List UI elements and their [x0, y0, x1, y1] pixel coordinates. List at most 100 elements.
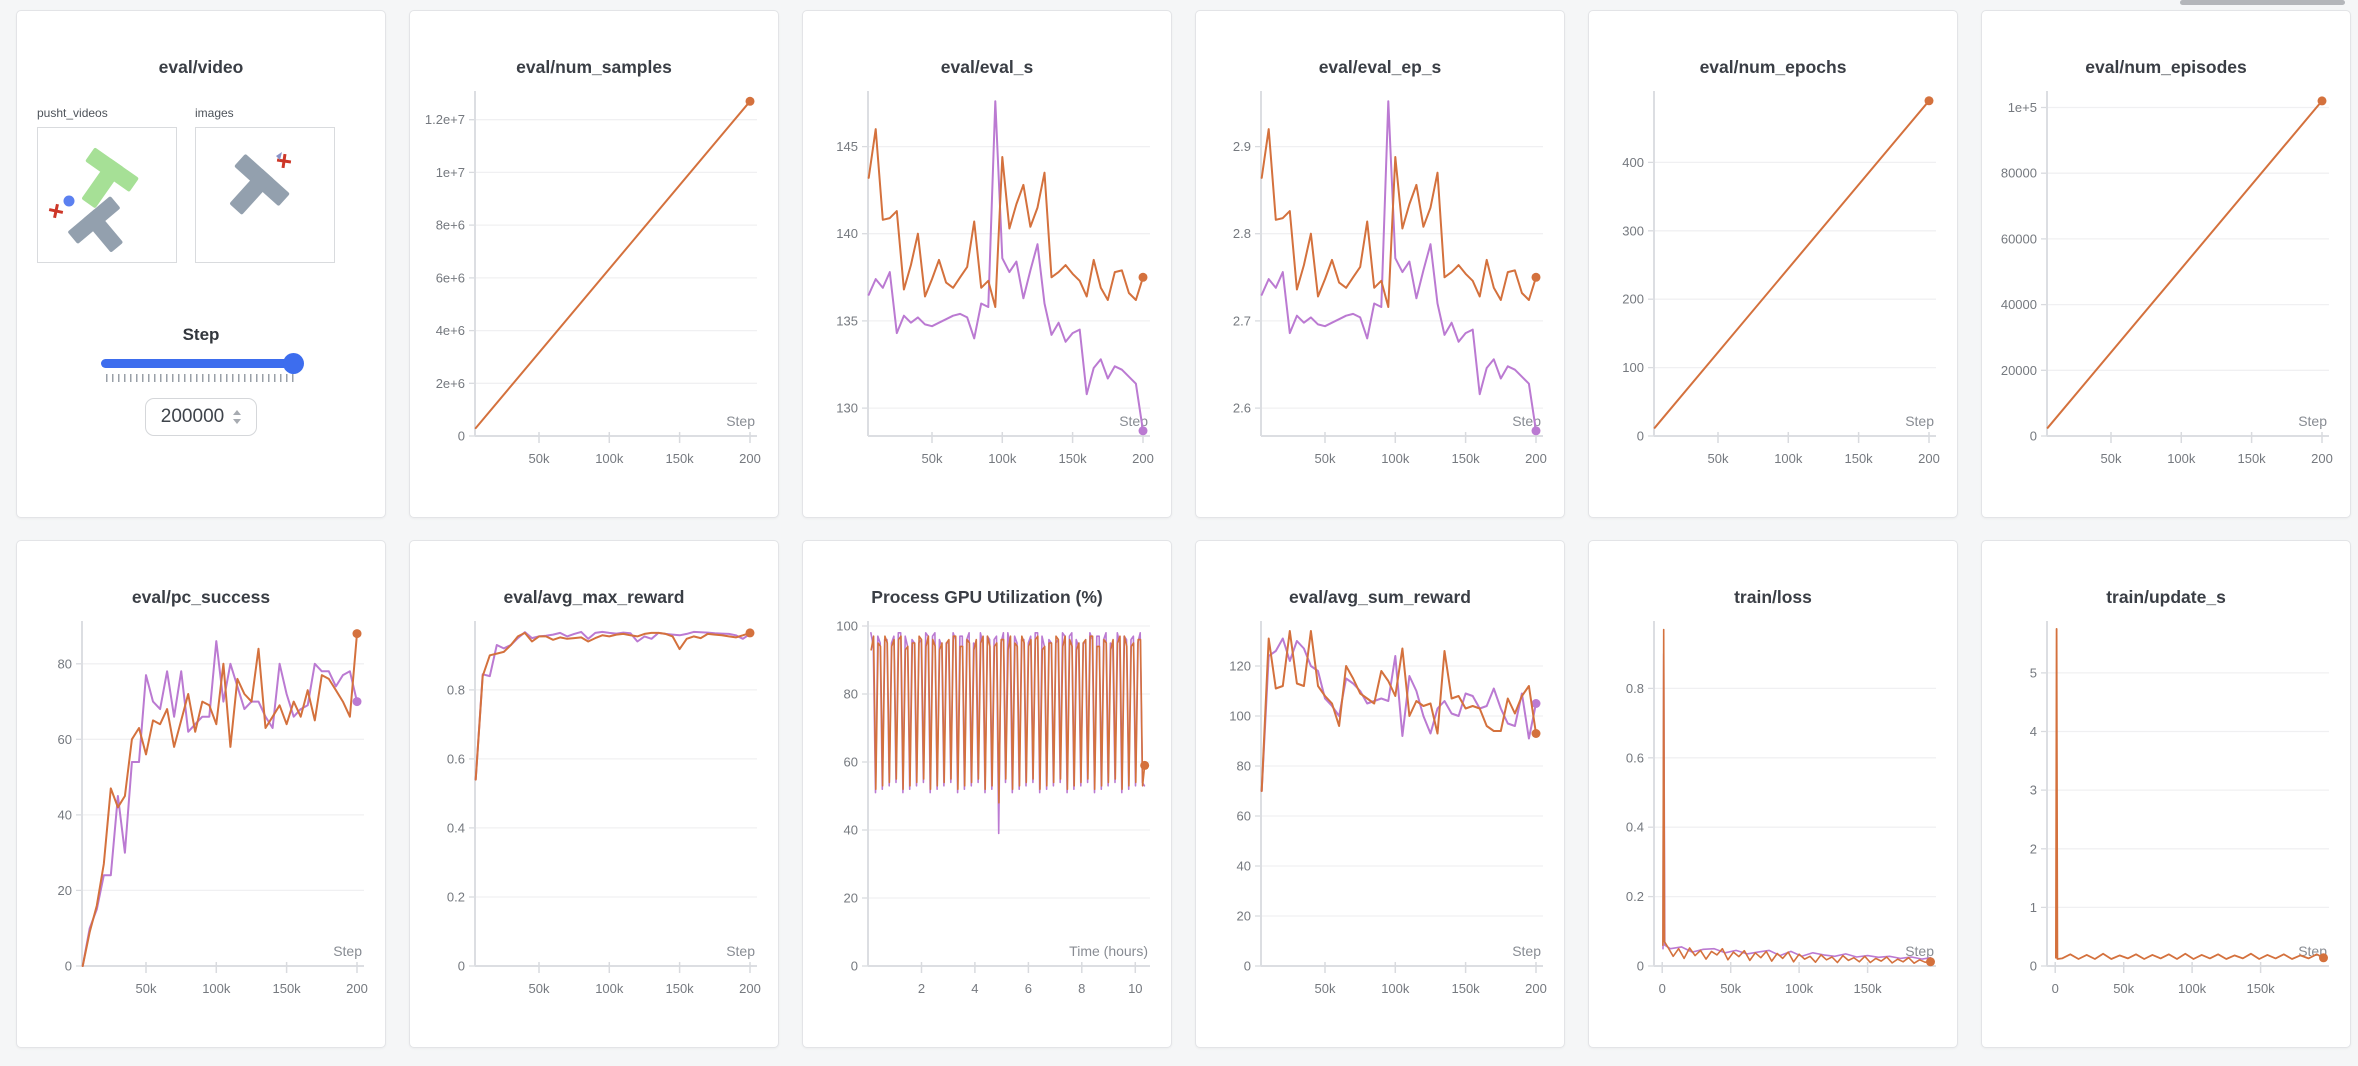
- chart-eval-pc-success[interactable]: 0 20 40 60 80 50k 100k 150k 200 Step: [17, 616, 385, 1016]
- svg-text:150k: 150k: [665, 451, 694, 466]
- svg-text:0: 0: [458, 429, 465, 444]
- video-thumbnail-pusht[interactable]: [37, 127, 177, 263]
- step-increment-icon[interactable]: [233, 410, 242, 415]
- chart-eval-num-samples[interactable]: 0 2e+6 4e+6 6e+6 8e+6 1e+7 1.2e+7 50k 100k 150k 20…: [410, 86, 778, 486]
- svg-text:100: 100: [1622, 360, 1644, 375]
- svg-text:80: 80: [1237, 759, 1251, 774]
- chart-title: Process GPU Utilization (%): [871, 587, 1103, 607]
- panel-eval-num-samples: eval/num_samples 0 2e+6 4e+6 6e+6 8e+6 1e+7 1.…: [409, 10, 779, 518]
- svg-text:20: 20: [844, 891, 858, 906]
- svg-text:2.6: 2.6: [1233, 401, 1251, 416]
- panel-eval-avg-max-reward: eval/avg_max_reward 0 0.2 0.4 0.6 0.8 50k 100k…: [409, 540, 779, 1048]
- svg-text:50k: 50k: [136, 981, 157, 996]
- svg-text:Time (hours): Time (hours): [1069, 943, 1148, 959]
- svg-text:150k: 150k: [272, 981, 301, 996]
- svg-text:2: 2: [918, 981, 925, 996]
- svg-text:100: 100: [1229, 709, 1251, 724]
- svg-text:1: 1: [2030, 900, 2037, 915]
- svg-text:50k: 50k: [922, 451, 943, 466]
- svg-text:2.9: 2.9: [1233, 139, 1251, 154]
- step-slider-label: Step: [182, 325, 220, 344]
- svg-text:1e+7: 1e+7: [436, 165, 465, 180]
- chart-title: eval/num_samples: [516, 57, 672, 77]
- svg-text:8e+6: 8e+6: [436, 218, 465, 233]
- svg-text:50k: 50k: [1315, 451, 1336, 466]
- svg-text:10: 10: [1128, 981, 1142, 996]
- svg-text:0.8: 0.8: [1626, 681, 1644, 696]
- svg-text:200: 200: [1918, 451, 1940, 466]
- svg-text:140: 140: [836, 226, 858, 241]
- svg-text:1e+5: 1e+5: [2008, 100, 2037, 115]
- chart-eval-num-episodes[interactable]: 0 20000 40000 60000 80000 1e+5 50k 100k 150k 200 S…: [1982, 86, 2350, 486]
- svg-text:200: 200: [1525, 981, 1547, 996]
- svg-text:2e+6: 2e+6: [436, 376, 465, 391]
- chart-eval-num-epochs[interactable]: 0 100 200 300 400 50k 100k 150k 200 Step: [1589, 86, 1957, 486]
- goal-cross: [276, 153, 292, 169]
- svg-text:150k: 150k: [2246, 981, 2275, 996]
- chart-train-update-s[interactable]: 0 1 2 3 4 5 0 50k 100k 150k Step: [1982, 616, 2350, 1016]
- chart-eval-avg-sum-reward[interactable]: 0 20 40 60 80 100 120 50k 100k 150k 200 Step: [1196, 616, 1564, 1016]
- media-item-pusht-videos: pusht_videos: [37, 106, 177, 263]
- chart-eval-eval-ep-s[interactable]: 2.6 2.7 2.8 2.9 50k 100k 150k 200 Step: [1196, 86, 1564, 486]
- svg-text:20000: 20000: [2001, 363, 2037, 378]
- svg-text:0.4: 0.4: [1626, 820, 1644, 835]
- svg-text:100k: 100k: [1381, 981, 1410, 996]
- video-panel-title: eval/video: [158, 57, 244, 77]
- step-slider-thumb[interactable]: [283, 353, 304, 374]
- images-scene-graphic: [230, 152, 292, 215]
- svg-text:5: 5: [2030, 665, 2037, 680]
- svg-text:4e+6: 4e+6: [436, 323, 465, 338]
- panel-eval-video: eval/video pusht_videos: [16, 10, 386, 518]
- svg-text:50k: 50k: [2113, 981, 2134, 996]
- svg-text:100k: 100k: [2167, 451, 2196, 466]
- chart-title: train/update_s: [2106, 587, 2226, 607]
- svg-text:60000: 60000: [2001, 231, 2037, 246]
- svg-text:150k: 150k: [1853, 981, 1882, 996]
- panel-eval-num-epochs: eval/num_epochs 0 100 200 300 400 50k 100k 150k…: [1588, 10, 1958, 518]
- svg-text:150k: 150k: [2237, 451, 2266, 466]
- svg-text:100k: 100k: [988, 451, 1017, 466]
- svg-text:200: 200: [1132, 451, 1154, 466]
- svg-text:40: 40: [1237, 859, 1251, 874]
- svg-text:150k: 150k: [1451, 451, 1480, 466]
- image-thumbnail[interactable]: [195, 127, 335, 263]
- svg-text:200: 200: [739, 981, 761, 996]
- chart-title: eval/eval_ep_s: [1318, 57, 1442, 77]
- step-decrement-icon[interactable]: [233, 419, 242, 424]
- svg-text:2.8: 2.8: [1233, 226, 1251, 241]
- svg-text:100k: 100k: [1381, 451, 1410, 466]
- panel-train-update-s: train/update_s 0 1 2 3 4 5 0 50k 100k 150k Step: [1981, 540, 2351, 1048]
- goal-cross: [48, 203, 64, 219]
- step-slider-wrap: [101, 353, 304, 382]
- stepper-arrows: [233, 410, 242, 424]
- svg-text:150k: 150k: [1451, 981, 1480, 996]
- svg-text:200: 200: [2311, 451, 2333, 466]
- panel-eval-eval-ep-s: eval/eval_ep_s 2.6 2.7 2.8 2.9 50k 100k 150k 20…: [1195, 10, 1565, 518]
- svg-text:0: 0: [2030, 429, 2037, 444]
- chart-title: eval/avg_sum_reward: [1289, 587, 1471, 607]
- panel-eval-num-episodes: eval/num_episodes 0 20000 40000 60000 80000 1…: [1981, 10, 2351, 518]
- svg-text:Step: Step: [1905, 943, 1934, 959]
- svg-text:Step: Step: [1512, 943, 1541, 959]
- svg-text:40: 40: [58, 807, 72, 822]
- svg-text:200: 200: [1525, 451, 1547, 466]
- step-input[interactable]: 200000: [145, 398, 257, 436]
- gray-t-shape: [230, 154, 290, 215]
- svg-text:Step: Step: [726, 943, 755, 959]
- chart-eval-eval-s[interactable]: 130 135 140 145 50k 100k 150k 200 Step: [803, 86, 1171, 486]
- svg-text:400: 400: [1622, 155, 1644, 170]
- svg-text:50k: 50k: [1315, 981, 1336, 996]
- chart-train-loss[interactable]: 0 0.2 0.4 0.6 0.8 0 50k 100k 150k Step: [1589, 616, 1957, 1016]
- chart-process-gpu-utilization[interactable]: 0 20 40 60 80 100 2 4 6 8 10 Time (hours): [803, 616, 1171, 1016]
- slider-tick-marks: [106, 374, 294, 382]
- svg-text:135: 135: [836, 313, 858, 328]
- horizontal-scrollbar[interactable]: [2180, 0, 2345, 5]
- panel-eval-pc-success: eval/pc_success 0 20 40 60 80 50k 100k 150k 200 S…: [16, 540, 386, 1048]
- step-slider[interactable]: [101, 353, 304, 374]
- svg-text:130: 130: [836, 401, 858, 416]
- chart-eval-avg-max-reward[interactable]: 0 0.2 0.4 0.6 0.8 50k 100k 150k 200 Step: [410, 616, 778, 1016]
- svg-text:120: 120: [1229, 659, 1251, 674]
- svg-text:60: 60: [58, 732, 72, 747]
- svg-text:Step: Step: [726, 413, 755, 429]
